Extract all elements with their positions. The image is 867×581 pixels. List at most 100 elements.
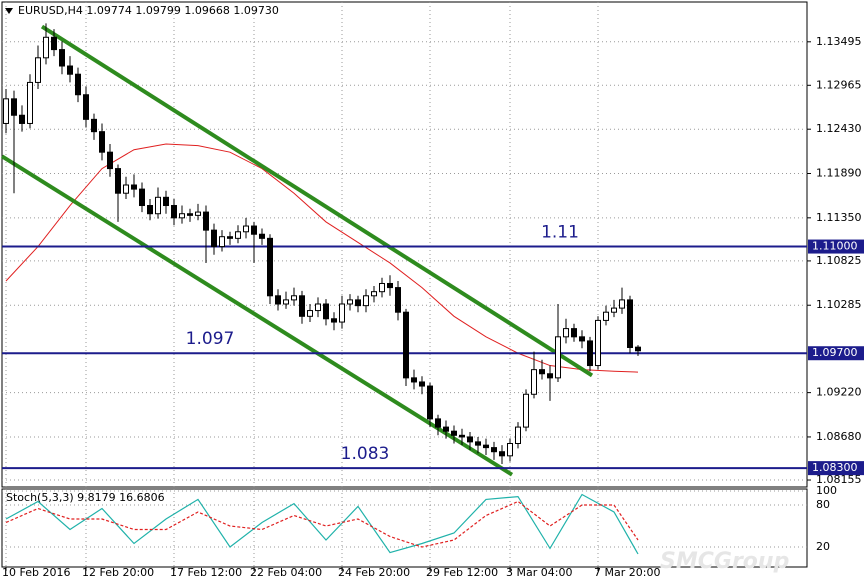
trend-line (0, 154, 514, 477)
quote: 1.09668 (184, 4, 230, 17)
candle-body (483, 444, 489, 449)
x-tick-label: 3 Mar 04:00 (506, 566, 572, 579)
candle-body (243, 225, 249, 233)
candle-body (403, 311, 409, 379)
x-tick-label: 17 Feb 12:00 (170, 566, 242, 579)
level-tag (808, 346, 864, 361)
stoch-panel (1, 488, 808, 568)
level-label: 1.11000 (812, 240, 858, 253)
candle-body (475, 441, 481, 446)
candle-body (187, 213, 193, 216)
candle-body (323, 303, 329, 320)
candle-body (99, 131, 105, 153)
quote: 1.09730 (233, 4, 279, 17)
candle-body (307, 310, 313, 317)
candle-body (315, 303, 321, 312)
candle-body (435, 418, 441, 428)
candle-body (67, 65, 73, 75)
candle-body (35, 57, 41, 83)
y-tick-label: 1.10285 (816, 298, 862, 311)
level-annotation: 1.083 (341, 444, 390, 464)
candle-body (235, 231, 241, 239)
candle-body (43, 36, 49, 59)
candle-body (571, 328, 577, 338)
main-panel (1, 1, 808, 488)
candle-body (523, 393, 529, 428)
candle-body (627, 299, 633, 348)
candle-body (251, 225, 257, 235)
y-tick-label: 1.11890 (816, 167, 862, 180)
candle-body (219, 236, 225, 248)
level-label: 1.09700 (812, 346, 858, 359)
candle-body (115, 168, 121, 194)
candle-body (555, 336, 561, 379)
candle-body (147, 205, 153, 215)
candle-body (83, 94, 89, 120)
candle-body (427, 385, 433, 420)
candle-body (227, 236, 233, 239)
candle-body (467, 436, 473, 443)
x-tick-label: 24 Feb 20:00 (338, 566, 410, 579)
candle-body (443, 426, 449, 432)
quote: 1.09799 (135, 4, 181, 17)
candle-body (603, 311, 609, 321)
candle-body (331, 318, 337, 323)
candle-body (563, 328, 569, 338)
candle-body (195, 211, 201, 216)
stoch-tick-label: 20 (816, 540, 830, 553)
candle-body (619, 299, 625, 309)
candle-body (267, 237, 273, 297)
y-tick-label: 1.08155 (816, 473, 862, 486)
candle-body (11, 98, 17, 116)
y-tick-label: 1.13495 (816, 35, 862, 48)
candle-body (459, 434, 465, 438)
header: EURUSD,H4 1.09774 1.09799 1.09668 1.0973… (18, 4, 279, 17)
candle-body (155, 196, 161, 215)
candle-body (211, 229, 217, 248)
y-tick-label: 1.10825 (816, 254, 862, 267)
candle-body (611, 307, 617, 313)
candle-body (379, 282, 385, 293)
stoch-tick-label: 80 (816, 498, 830, 511)
x-tick-label: 22 Feb 04:00 (250, 566, 322, 579)
candle-body (75, 73, 81, 96)
candle-body (3, 98, 9, 124)
y-tick-label: 1.09220 (816, 386, 862, 399)
stoch-title: Stoch(5,3,3) 9.8179 16.6806 (6, 491, 165, 504)
candle-body (363, 295, 369, 307)
candle-body (275, 295, 281, 305)
candle-body (131, 184, 137, 190)
candle-body (507, 443, 513, 457)
candle-body (107, 151, 113, 170)
candle-body (179, 213, 185, 219)
stoch-line (5, 493, 639, 555)
menu-arrow[interactable] (5, 8, 13, 14)
candle-body (587, 340, 593, 367)
candle-body (491, 447, 497, 453)
candle-body (299, 295, 305, 317)
candle-body (387, 282, 393, 289)
candle-body (203, 211, 209, 231)
y-tick-label: 1.11350 (816, 211, 862, 224)
candle-body (411, 377, 417, 383)
y-tick-label: 1.12430 (816, 122, 862, 135)
level-tag (808, 239, 864, 254)
candle-body (171, 205, 177, 219)
candle-body (419, 381, 425, 387)
x-tick-label: 12 Feb 20:00 (82, 566, 154, 579)
candle-body (123, 184, 129, 194)
candle-body (347, 299, 353, 305)
candle-body (635, 346, 641, 352)
candle-body (451, 430, 457, 436)
stoch-tick-label: 100 (816, 484, 837, 497)
candle-body (515, 426, 521, 445)
x-tick-label: 29 Feb 12:00 (426, 566, 498, 579)
level-tag (808, 461, 864, 476)
trend-line (40, 24, 594, 378)
candle-body (27, 81, 33, 124)
candle-body (339, 303, 345, 323)
candle-body (579, 336, 585, 342)
candle-body (259, 233, 265, 239)
candle-body (59, 49, 65, 67)
